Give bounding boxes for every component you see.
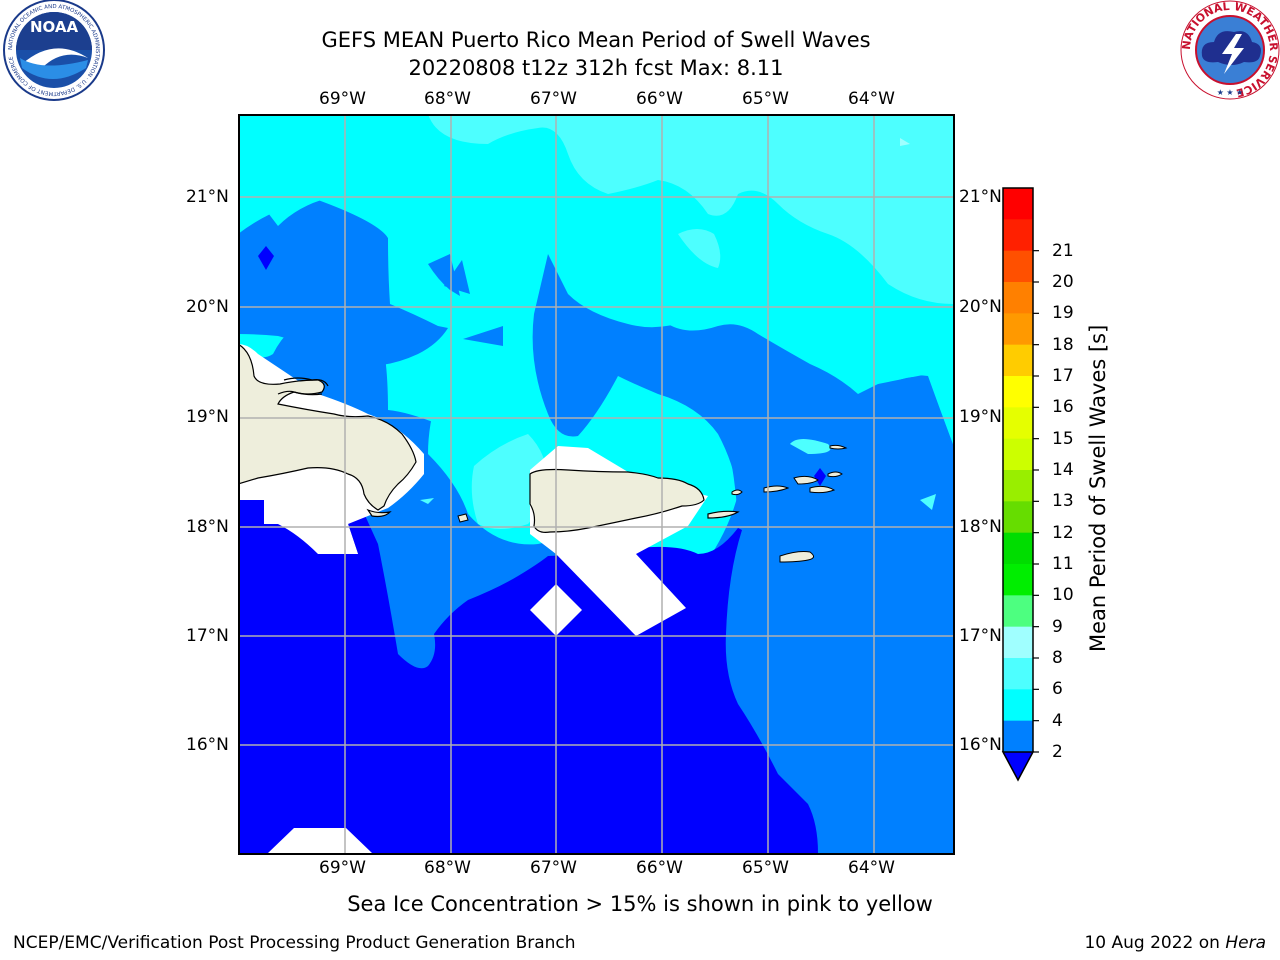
lat-tick-left-16: 16°N: [186, 735, 229, 755]
lon-tick-bottom-64: 64°W: [848, 858, 895, 878]
colorbar-tick-label: 2: [1052, 742, 1063, 762]
colorbar-tick-label: 20: [1052, 272, 1074, 292]
colorbar-segment: [1003, 564, 1033, 596]
lat-tick-right-17: 17°N: [959, 626, 1002, 646]
colorbar-segment: [1003, 438, 1033, 471]
footer-machine: Hera: [1225, 933, 1266, 953]
lon-tick-bottom-66: 66°W: [636, 858, 683, 878]
colorbar-segment: [1003, 470, 1033, 502]
footer-date-text: 10 Aug 2022 on: [1084, 933, 1220, 953]
swell-band-6-8: [428, 114, 953, 304]
map-frame: [238, 114, 955, 855]
colorbar-tick-label: 13: [1052, 491, 1074, 512]
colorbar-tick-label: 4: [1052, 710, 1063, 731]
footer-branch: NCEP/EMC/Verification Post Processing Pr…: [13, 933, 576, 953]
lat-tick-left-18: 18°N: [186, 517, 229, 537]
lat-tick-left-19: 19°N: [186, 407, 229, 427]
lon-tick-bottom-69: 69°W: [319, 858, 366, 878]
colorbar-segment: [1003, 376, 1033, 408]
sea-ice-note: Sea Ice Concentration > 15% is shown in …: [347, 892, 933, 916]
colorbar-tick-label: 9: [1052, 616, 1063, 637]
lat-tick-right-20: 20°N: [959, 297, 1002, 317]
map-gridlines: [238, 114, 953, 853]
colorbar-segment: [1003, 689, 1033, 722]
colorbar-segment: [1003, 532, 1033, 565]
colorbar-segment: [1003, 407, 1033, 440]
colorbar-segment: [1003, 313, 1033, 346]
map-title-line2: 20220808 t12z 312h fcst Max: 8.11: [408, 56, 784, 80]
colorbar-tick-label: 14: [1052, 460, 1074, 480]
swell-band-below-2: [238, 500, 818, 853]
lat-tick-left-21: 21°N: [186, 187, 229, 207]
colorbar-segment: [1003, 344, 1033, 377]
colorbar-segment: [1003, 188, 1033, 220]
colorbar-tick-label: 19: [1052, 303, 1074, 324]
noaa-logo-icon: NOAA NATIONAL OCEANIC AND ATMOSPHERIC AD…: [3, 0, 105, 101]
colorbar-tick-label: 12: [1052, 522, 1074, 543]
colorbar-under-triangle: [1001, 751, 1035, 782]
colorbar-segment: [1003, 595, 1033, 628]
colorbar-segment: [1003, 626, 1033, 659]
map-title-line1: GEFS MEAN Puerto Rico Mean Period of Swe…: [321, 28, 871, 52]
colorbar-tick-label: 21: [1052, 240, 1074, 261]
land-hispaniola: [238, 343, 417, 511]
colorbar-tick-label: 10: [1052, 585, 1074, 606]
lon-tick-top-68: 68°W: [424, 89, 471, 109]
lat-tick-right-16: 16°N: [959, 735, 1002, 755]
colorbar-segment: [1003, 282, 1033, 314]
colorbar-segment: [1003, 501, 1033, 534]
colorbar-tick-label: 18: [1052, 334, 1074, 355]
lon-tick-top-66: 66°W: [636, 89, 683, 109]
svg-text:★ ★ ★: ★ ★ ★: [1217, 88, 1244, 97]
lat-tick-right-21: 21°N: [959, 187, 1002, 207]
colorbar-tick-label: 11: [1052, 554, 1074, 574]
lon-tick-top-64: 64°W: [848, 89, 895, 109]
colorbar-tick-label: 16: [1052, 397, 1074, 418]
lat-tick-left-20: 20°N: [186, 297, 229, 317]
colorbar-label: Mean Period of Swell Waves [s]: [1086, 324, 1110, 652]
lat-tick-right-18: 18°N: [959, 517, 1002, 537]
lat-tick-left-17: 17°N: [186, 626, 229, 646]
land-puerto-rico: [529, 468, 705, 533]
swell-period-map: [238, 114, 955, 855]
lon-tick-bottom-68: 68°W: [424, 858, 471, 878]
colorbar: [1001, 187, 1039, 782]
nws-logo-icon: NATIONAL WEATHER SERVICE ★ ★ ★: [1180, 0, 1280, 100]
colorbar-segment: [1003, 219, 1033, 252]
colorbar-tick-label: 15: [1052, 428, 1074, 449]
lon-tick-top-67: 67°W: [530, 89, 577, 109]
colorbar-tick-label: 17: [1052, 366, 1074, 386]
colorbar-tick-label: 6: [1052, 679, 1063, 700]
colorbar-segment: [1003, 250, 1033, 283]
lat-tick-right-19: 19°N: [959, 407, 1002, 427]
colorbar-tick-label: 8: [1052, 648, 1063, 668]
lon-tick-bottom-67: 67°W: [530, 858, 577, 878]
lon-tick-top-69: 69°W: [319, 89, 366, 109]
footer-date: 10 Aug 2022 on Hera: [1084, 933, 1266, 953]
colorbar-segment: [1003, 720, 1033, 753]
lon-tick-bottom-65: 65°W: [742, 858, 789, 878]
lon-tick-top-65: 65°W: [742, 89, 789, 109]
noaa-logo-text: NOAA: [30, 18, 79, 36]
colorbar-segment: [1003, 658, 1033, 690]
